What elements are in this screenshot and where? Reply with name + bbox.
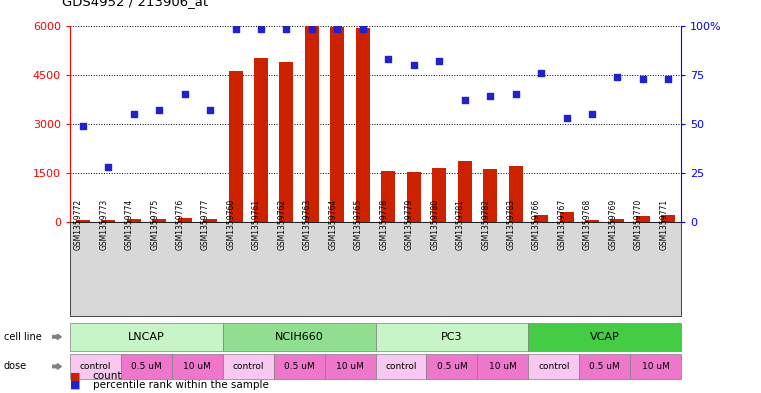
Text: NCIH660: NCIH660 xyxy=(275,332,323,342)
Bar xyxy=(508,166,523,222)
Bar xyxy=(279,62,294,222)
Text: GSM1359772: GSM1359772 xyxy=(74,199,83,250)
Text: control: control xyxy=(233,362,264,371)
Text: GSM1359766: GSM1359766 xyxy=(532,199,541,250)
Point xyxy=(560,115,572,121)
Bar xyxy=(76,220,90,222)
Text: GSM1359762: GSM1359762 xyxy=(278,199,286,250)
Text: GSM1359770: GSM1359770 xyxy=(634,199,643,250)
Bar xyxy=(254,58,268,222)
Bar xyxy=(356,28,370,222)
Text: GSM1359774: GSM1359774 xyxy=(125,199,134,250)
Point xyxy=(510,91,522,97)
Text: percentile rank within the sample: percentile rank within the sample xyxy=(93,380,269,390)
Point xyxy=(77,123,89,129)
Text: 0.5 uM: 0.5 uM xyxy=(589,362,620,371)
Point xyxy=(662,75,674,82)
Text: GSM1359768: GSM1359768 xyxy=(583,199,592,250)
Text: 0.5 uM: 0.5 uM xyxy=(437,362,467,371)
Text: GSM1359765: GSM1359765 xyxy=(354,199,363,250)
Text: GSM1359775: GSM1359775 xyxy=(150,199,159,250)
Bar xyxy=(203,219,217,222)
Text: GSM1359761: GSM1359761 xyxy=(252,199,261,250)
Text: GSM1359767: GSM1359767 xyxy=(558,199,566,250)
Bar xyxy=(661,215,675,222)
Text: GSM1359781: GSM1359781 xyxy=(456,199,465,250)
Point xyxy=(128,111,140,117)
Point xyxy=(357,26,369,33)
Bar xyxy=(585,220,599,222)
Text: 0.5 uM: 0.5 uM xyxy=(284,362,314,371)
Text: VCAP: VCAP xyxy=(590,332,619,342)
Text: dose: dose xyxy=(4,362,27,371)
Point xyxy=(153,107,165,113)
Point xyxy=(611,73,623,80)
Point xyxy=(637,75,649,82)
FancyArrow shape xyxy=(52,334,62,340)
Text: 10 uM: 10 uM xyxy=(489,362,517,371)
Bar xyxy=(101,220,115,222)
Text: GSM1359777: GSM1359777 xyxy=(201,199,210,250)
Text: GSM1359780: GSM1359780 xyxy=(430,199,439,250)
Text: GSM1359764: GSM1359764 xyxy=(328,199,337,250)
Text: GSM1359783: GSM1359783 xyxy=(507,199,516,250)
Text: control: control xyxy=(538,362,569,371)
Text: control: control xyxy=(385,362,417,371)
Bar xyxy=(330,27,345,222)
Text: 10 uM: 10 uM xyxy=(336,362,364,371)
Bar xyxy=(177,218,192,222)
Text: PC3: PC3 xyxy=(441,332,463,342)
Text: GSM1359782: GSM1359782 xyxy=(481,199,490,250)
Bar xyxy=(152,219,166,222)
Text: 10 uM: 10 uM xyxy=(642,362,670,371)
Bar xyxy=(483,169,497,222)
Text: GSM1359776: GSM1359776 xyxy=(176,199,185,250)
Point xyxy=(204,107,216,113)
Bar xyxy=(381,171,395,222)
Point xyxy=(408,62,420,68)
Bar xyxy=(432,168,446,222)
Text: GSM1359769: GSM1359769 xyxy=(609,199,617,250)
Point xyxy=(459,97,471,103)
Text: GSM1359773: GSM1359773 xyxy=(99,199,108,250)
Bar xyxy=(534,215,548,222)
Point xyxy=(484,93,496,99)
Point xyxy=(433,58,445,64)
Bar xyxy=(559,212,574,222)
Text: GSM1359763: GSM1359763 xyxy=(303,199,312,250)
Point xyxy=(102,164,114,170)
Text: GDS4952 / 213906_at: GDS4952 / 213906_at xyxy=(62,0,209,8)
Text: 10 uM: 10 uM xyxy=(183,362,212,371)
Text: GSM1359779: GSM1359779 xyxy=(405,199,414,250)
Point xyxy=(382,56,394,62)
Point xyxy=(179,91,191,97)
Text: control: control xyxy=(80,362,111,371)
Text: cell line: cell line xyxy=(4,332,42,342)
Text: ■: ■ xyxy=(70,380,81,390)
Bar xyxy=(610,219,625,222)
Bar xyxy=(305,26,319,222)
Text: 0.5 uM: 0.5 uM xyxy=(131,362,162,371)
Text: LNCAP: LNCAP xyxy=(128,332,165,342)
Text: GSM1359760: GSM1359760 xyxy=(227,199,235,250)
Text: GSM1359771: GSM1359771 xyxy=(659,199,668,250)
Point xyxy=(229,26,241,33)
Text: count: count xyxy=(93,371,123,381)
Point xyxy=(586,111,598,117)
Point xyxy=(535,70,547,76)
Text: GSM1359778: GSM1359778 xyxy=(379,199,388,250)
Point xyxy=(280,26,292,33)
FancyArrow shape xyxy=(52,364,62,369)
Bar xyxy=(406,172,421,222)
Bar xyxy=(126,219,141,222)
Bar xyxy=(636,216,650,222)
Bar xyxy=(457,161,472,222)
Point xyxy=(306,26,318,33)
Point xyxy=(331,26,343,33)
Point xyxy=(255,26,267,33)
Bar xyxy=(228,71,243,222)
Text: ■: ■ xyxy=(70,371,81,381)
